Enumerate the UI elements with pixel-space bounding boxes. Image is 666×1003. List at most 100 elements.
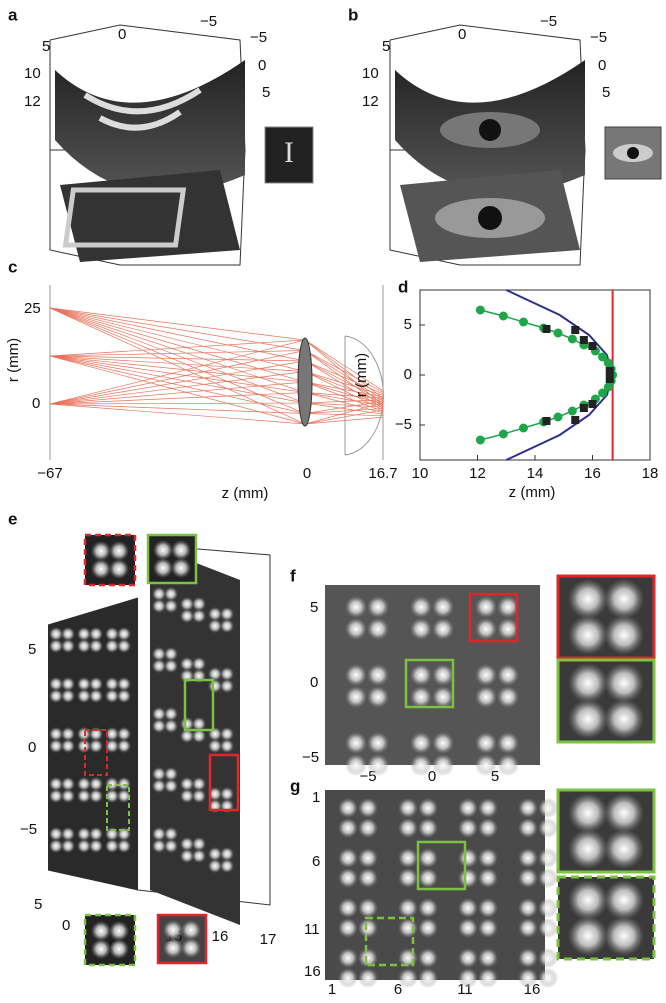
axis-label: z (mm): [222, 485, 269, 502]
ray: [50, 393, 383, 405]
spot: [152, 719, 166, 733]
tick-label: 5: [310, 599, 318, 616]
spot: [77, 639, 91, 653]
spot: [164, 827, 178, 841]
spot: [358, 868, 378, 888]
spot: [478, 818, 498, 838]
spot: [61, 689, 75, 703]
spot: [410, 686, 432, 708]
spot: [164, 767, 178, 781]
x-tick-label: 10: [412, 465, 429, 482]
spot: [518, 798, 538, 818]
spot: [180, 849, 194, 863]
spot: [604, 699, 644, 739]
spot: [89, 739, 103, 753]
spot: [358, 918, 378, 938]
spot: [458, 868, 478, 888]
spot: [478, 948, 498, 968]
spot: [568, 579, 608, 619]
spot: [152, 767, 166, 781]
ray: [50, 372, 383, 405]
spot: [367, 686, 389, 708]
spot: [367, 664, 389, 686]
spot: [432, 618, 454, 640]
spot: [180, 777, 194, 791]
point: [499, 312, 508, 321]
spot: [49, 639, 63, 653]
axis-label: r (mm): [5, 338, 22, 382]
spot: [604, 916, 644, 956]
spot: [61, 777, 75, 791]
spot: [432, 732, 454, 754]
panel-label: g: [290, 776, 300, 795]
tick-label: 0: [118, 26, 126, 43]
spot: [192, 609, 206, 623]
spot: [518, 948, 538, 968]
x-tick-label: 14: [527, 465, 544, 482]
tick-label: −67: [37, 465, 62, 482]
spot: [181, 920, 201, 940]
spot: [538, 848, 558, 868]
spot: [398, 798, 418, 818]
spot: [105, 639, 119, 653]
spot: [49, 727, 63, 741]
spot: [518, 898, 538, 918]
spot: [89, 777, 103, 791]
spot: [117, 677, 131, 691]
spot: [61, 627, 75, 641]
spot: [117, 689, 131, 703]
spot: [338, 968, 358, 988]
spot: [538, 918, 558, 938]
spot: [163, 938, 183, 958]
spot: [164, 647, 178, 661]
spot: [49, 789, 63, 803]
point: [543, 417, 551, 425]
spot: [568, 699, 608, 739]
spot: [105, 627, 119, 641]
spot: [61, 677, 75, 691]
spot: [338, 868, 358, 888]
spot: [49, 627, 63, 641]
spot: [418, 868, 438, 888]
panel-a: I a 5 0 −5 −5 0 5 10 12: [8, 5, 313, 265]
spot: [418, 798, 438, 818]
spot: [208, 739, 222, 753]
spot: [180, 837, 194, 851]
spot: [418, 818, 438, 838]
spot: [109, 541, 129, 561]
spot: [180, 657, 194, 671]
spot: [475, 754, 497, 776]
spot: [152, 659, 166, 673]
spot: [398, 968, 418, 988]
spot: [117, 727, 131, 741]
spot: [475, 618, 497, 640]
spot: [171, 558, 191, 578]
svg-text:I: I: [284, 136, 294, 169]
spot: [568, 829, 608, 869]
spot: [164, 719, 178, 733]
point: [571, 326, 579, 334]
spot: [164, 779, 178, 793]
point: [568, 407, 577, 416]
spot: [398, 848, 418, 868]
spot: [568, 793, 608, 833]
spot: [192, 597, 206, 611]
spot: [458, 948, 478, 968]
spot: [478, 968, 498, 988]
spot: [338, 798, 358, 818]
point: [580, 336, 588, 344]
tick-label: 5: [34, 896, 42, 913]
spot: [152, 839, 166, 853]
spot: [475, 686, 497, 708]
tick-label: 0: [62, 917, 70, 934]
tick-label: −5: [590, 29, 607, 46]
spot: [518, 918, 538, 938]
tick-label: 0: [458, 26, 466, 43]
spot: [152, 827, 166, 841]
spot: [49, 739, 63, 753]
spot: [163, 920, 183, 940]
spot: [410, 618, 432, 640]
spot: [208, 847, 222, 861]
point: [476, 436, 485, 445]
spot: [181, 938, 201, 958]
